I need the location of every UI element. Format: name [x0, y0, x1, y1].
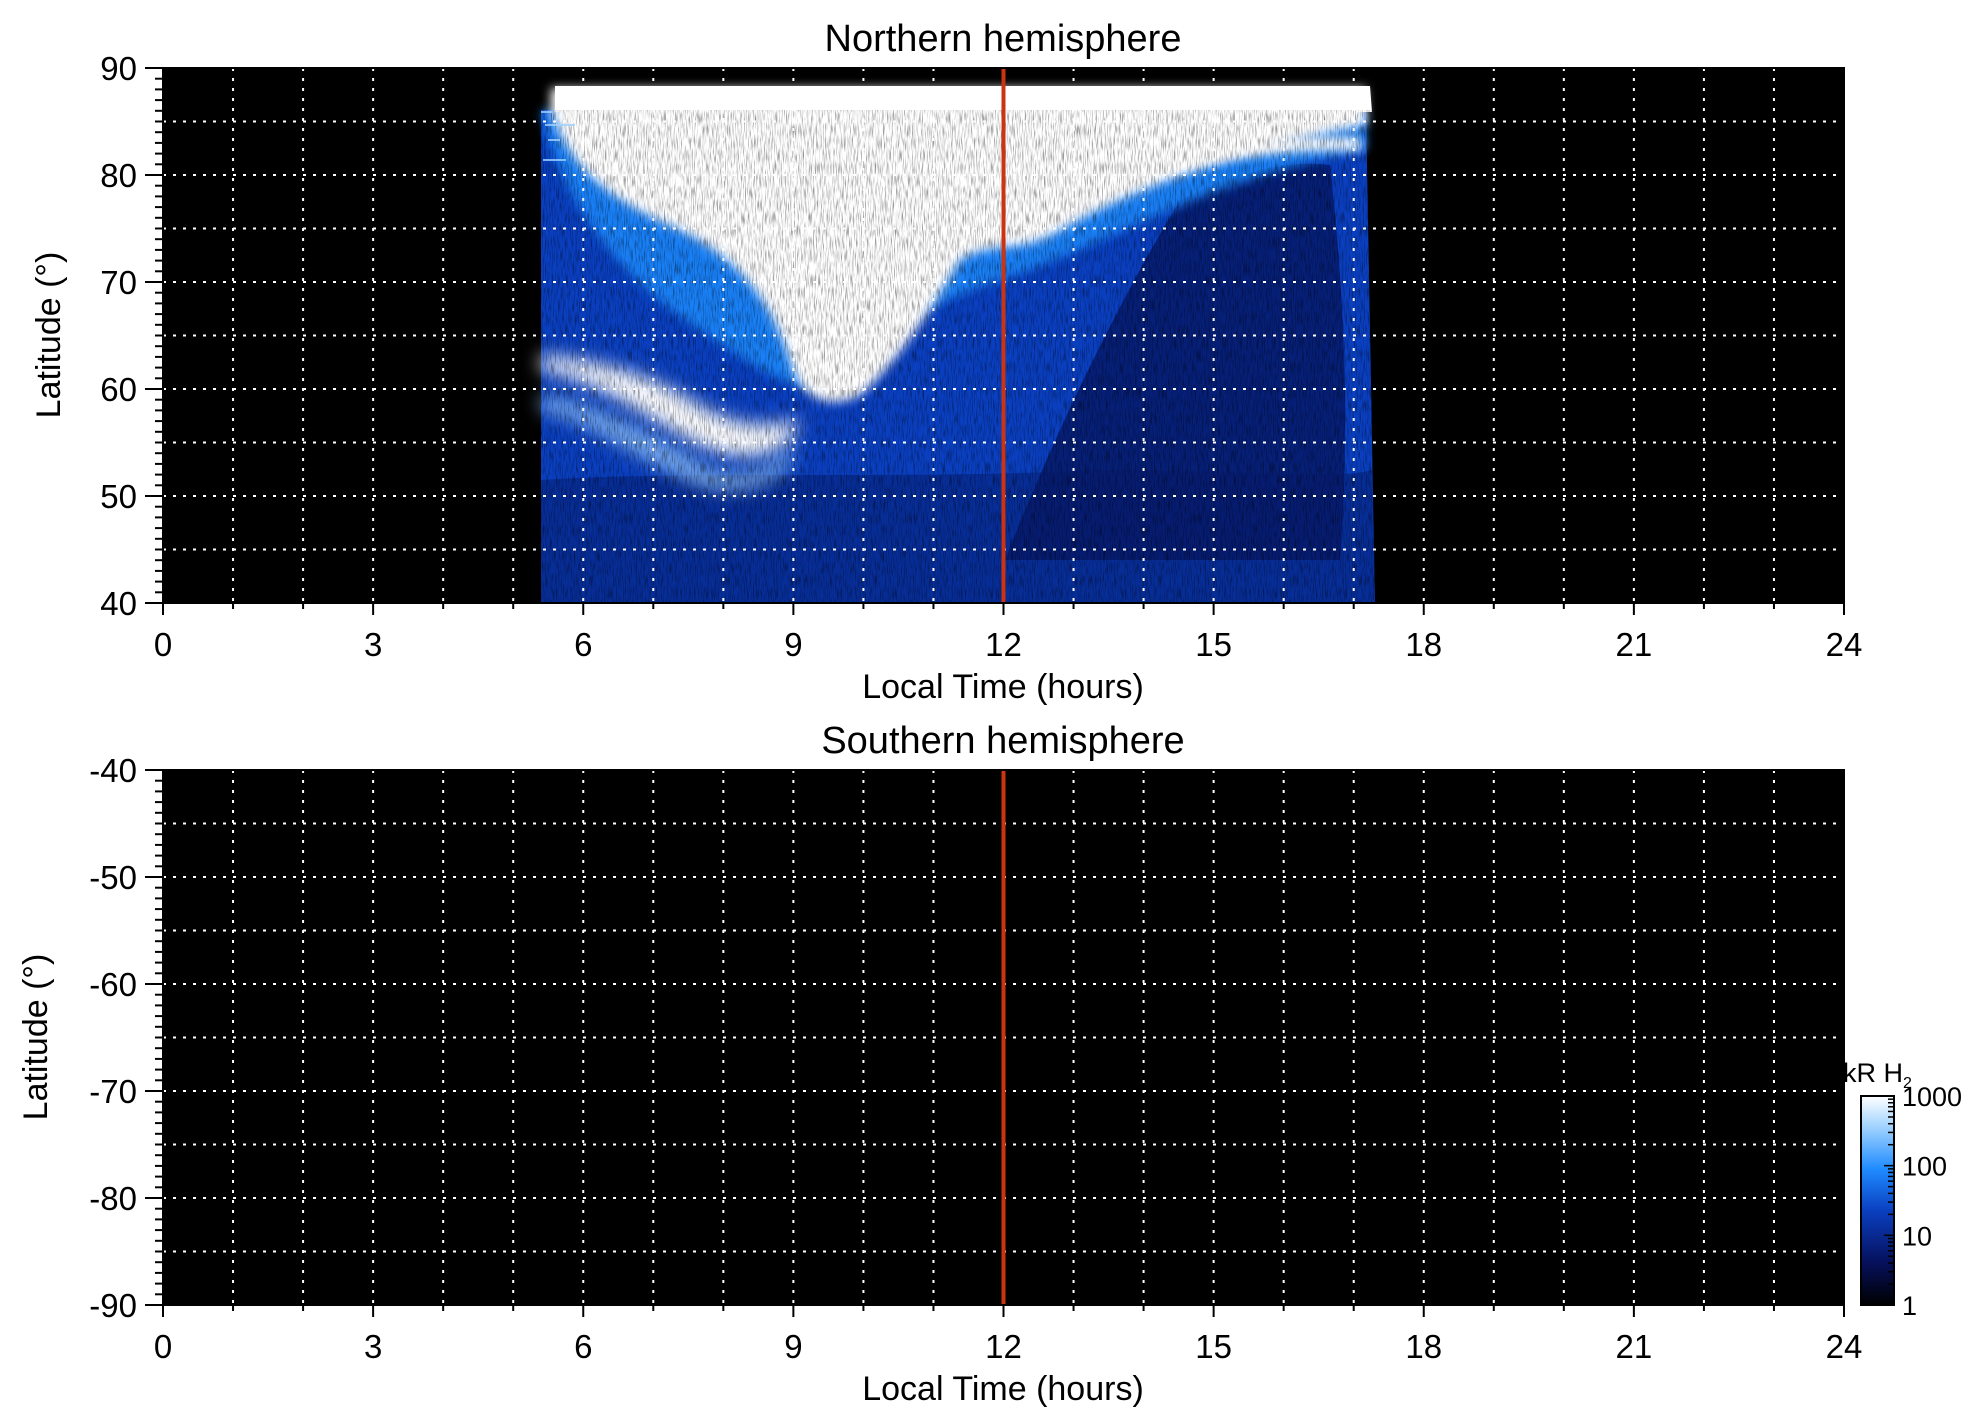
y-tick-label: 40 — [100, 585, 137, 622]
x-axis-southern: 0 3 6 9 12 15 18 21 24 — [154, 1305, 1863, 1365]
colorbar-tick-label: 1 — [1902, 1291, 1917, 1321]
polar-cap-top — [555, 86, 1372, 112]
colorbar-gradient — [1860, 1095, 1895, 1306]
y-tick-label: -70 — [89, 1073, 137, 1110]
x-axis-northern: 0 3 6 9 12 15 18 21 24 — [154, 603, 1863, 663]
emission-map-northern — [541, 86, 1375, 603]
y-tick-label: -60 — [89, 966, 137, 1003]
x-tick-label: 6 — [574, 1328, 592, 1365]
dawn-edge-streaks — [541, 111, 575, 161]
emission-texture — [541, 110, 1375, 603]
colorbar-tick-label: 100 — [1902, 1152, 1947, 1182]
colorbar-label-subscript: 2 — [1903, 1075, 1912, 1092]
panel-southern: Southern hemisphere -40 -50 -60 -70 -80 -90 0… — [17, 720, 1862, 1408]
panel-northern: Northern hemisphere 40 50 60 70 80 90 0 — [30, 18, 1862, 706]
colorbar-label-main: kR H — [1843, 1058, 1903, 1088]
y-tick-label: 50 — [100, 478, 137, 515]
x-tick-label: 12 — [985, 1328, 1022, 1365]
x-tick-label: 3 — [364, 626, 382, 663]
x-tick-label: 24 — [1826, 626, 1863, 663]
x-tick-label: 3 — [364, 1328, 382, 1365]
y-tick-label: 60 — [100, 371, 137, 408]
y-tick-label: -50 — [89, 859, 137, 896]
panel-title-southern: Southern hemisphere — [821, 720, 1184, 762]
y-tick-label: -90 — [89, 1287, 137, 1324]
x-tick-label: 6 — [574, 626, 592, 663]
x-tick-label: 21 — [1616, 626, 1653, 663]
colorbar-ticks: 1 10 100 1000 — [1884, 1082, 1962, 1321]
colorbar-tick-label: 1000 — [1902, 1082, 1962, 1112]
x-tick-label: 9 — [784, 1328, 802, 1365]
x-tick-label: 12 — [985, 626, 1022, 663]
x-axis-label-northern: Local Time (hours) — [862, 668, 1144, 706]
x-tick-label: 24 — [1826, 1328, 1863, 1365]
y-axis-label-southern: Latitude (°) — [17, 954, 55, 1121]
y-tick-label: -40 — [89, 752, 137, 789]
colorbar-label: kR H2 — [1843, 1058, 1912, 1092]
x-tick-label: 15 — [1195, 626, 1232, 663]
colorbar: kR H2 1 10 100 1000 — [1843, 1058, 1962, 1321]
y-axis-northern: 40 50 60 70 80 90 — [100, 50, 163, 622]
y-axis-southern: -40 -50 -60 -70 -80 -90 — [89, 752, 163, 1324]
x-tick-label: 0 — [154, 1328, 172, 1365]
y-tick-label: 80 — [100, 157, 137, 194]
x-axis-label-southern: Local Time (hours) — [862, 1370, 1144, 1408]
colorbar-tick-label: 10 — [1902, 1221, 1932, 1251]
y-tick-label: 90 — [100, 50, 137, 87]
y-tick-label: 70 — [100, 264, 137, 301]
x-tick-label: 15 — [1195, 1328, 1232, 1365]
x-tick-label: 18 — [1405, 1328, 1442, 1365]
x-tick-label: 18 — [1405, 626, 1442, 663]
y-tick-label: -80 — [89, 1180, 137, 1217]
x-tick-label: 21 — [1616, 1328, 1653, 1365]
x-tick-label: 9 — [784, 626, 802, 663]
y-axis-label-northern: Latitude (°) — [30, 252, 68, 419]
x-tick-label: 0 — [154, 626, 172, 663]
panel-title-northern: Northern hemisphere — [825, 18, 1182, 60]
